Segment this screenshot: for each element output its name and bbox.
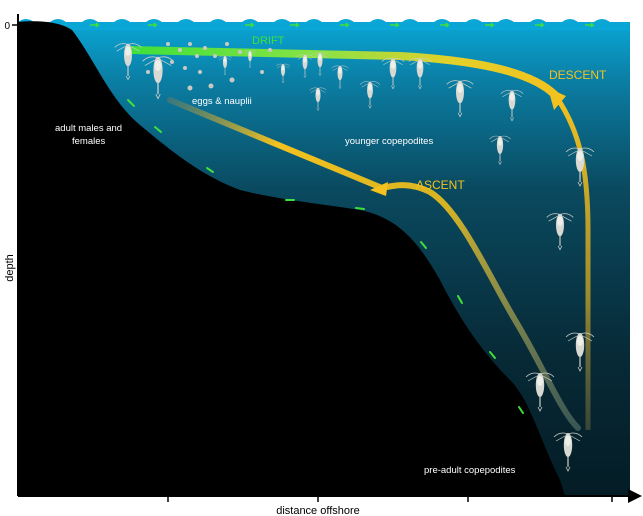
drift-arrow bbox=[126, 46, 559, 99]
slope-flow-markers bbox=[127, 99, 524, 414]
descent-label: DESCENT bbox=[549, 68, 607, 82]
eggs-and-nauplii bbox=[146, 42, 272, 91]
surface-flow-markers bbox=[90, 22, 595, 28]
y-axis-label: depth bbox=[4, 254, 16, 282]
seabed bbox=[18, 21, 565, 497]
x-axis-label: distance offshore bbox=[276, 505, 360, 516]
younger-label: younger copepodites bbox=[345, 136, 433, 147]
adults-label-line2: females bbox=[72, 136, 106, 147]
axes bbox=[12, 14, 642, 503]
ascent-label: ASCENT bbox=[416, 178, 465, 192]
y-origin-label: 0 bbox=[4, 21, 10, 32]
ascent-arrow bbox=[167, 97, 581, 431]
descent-arrowhead bbox=[548, 88, 566, 110]
ascent-arrowhead bbox=[370, 182, 388, 196]
drift-label: DRIFT bbox=[252, 35, 285, 47]
surface-waves bbox=[18, 19, 630, 30]
adults-label-line1: adult males and bbox=[55, 123, 122, 134]
eggs-label: eggs & nauplii bbox=[192, 96, 252, 107]
pre-adult-label: pre-adult copepodites bbox=[424, 465, 516, 476]
